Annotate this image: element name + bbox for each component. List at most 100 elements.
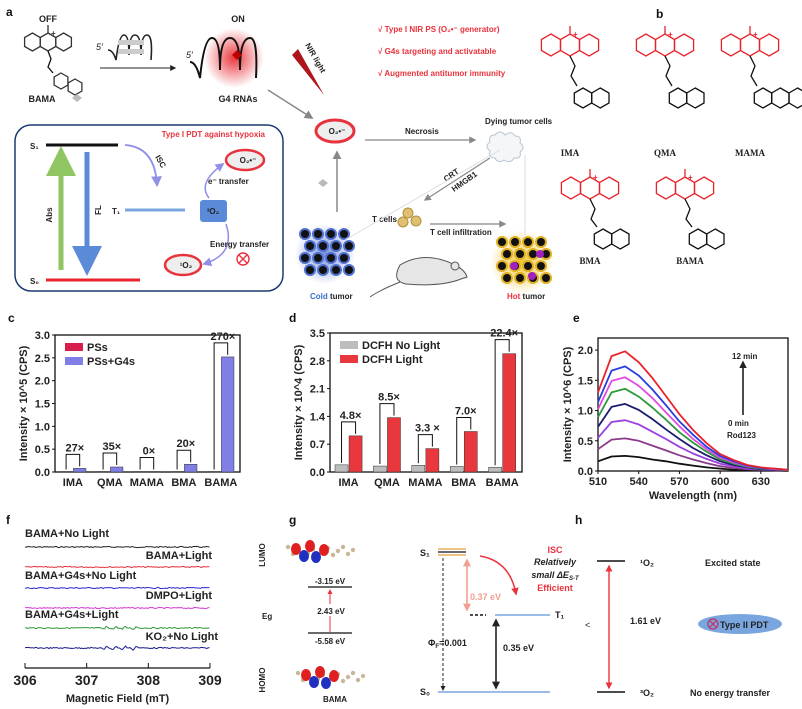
qma-aromatic-ring	[686, 87, 705, 109]
gap-energy: 2.43 eV	[317, 607, 345, 616]
superoxide-node-label: O₂•⁻	[329, 127, 346, 136]
superoxide-label: O₂•⁻	[240, 156, 257, 165]
orbital-lobe	[319, 544, 329, 556]
bama-ring	[693, 176, 715, 200]
x-tick-label: 540	[630, 476, 648, 488]
tumor-cell	[325, 252, 337, 264]
type2-blocked-icon	[707, 618, 719, 630]
y-tick-label: 3.5	[310, 328, 325, 340]
h-singlet-o2: ¹O₂	[640, 558, 654, 568]
mama-plus-sign: +	[753, 30, 758, 39]
fold-bracket	[213, 342, 229, 470]
y-tick-label: 1.5	[578, 375, 593, 387]
fold-bracket	[341, 421, 357, 463]
x-tick-label: 306	[13, 672, 37, 688]
x-tick-label: 309	[198, 672, 222, 688]
orbital-lobe	[311, 551, 321, 563]
triplet-oxygen-box	[200, 200, 227, 222]
fold-label: 270×	[210, 331, 235, 343]
panel-label-b: b	[656, 7, 663, 21]
epr-trace-4	[24, 625, 210, 631]
atom	[340, 678, 346, 684]
bullet-2: √ G4s targeting and activatable	[378, 47, 497, 56]
tumor-word: tumor	[328, 292, 353, 301]
tumor-cell	[299, 252, 311, 264]
s1-label: S₁	[30, 142, 39, 151]
bullet-3: √ Augmented antitumor immunity	[378, 69, 506, 78]
fold-label: 3.3 ×	[415, 423, 440, 435]
atom	[340, 544, 346, 550]
panel-label-d: d	[289, 311, 296, 325]
chart-f: 306 307 308 309 Magnetic Field (mT) BAMA+No L…	[13, 528, 222, 705]
t-cell-infiltration-label: T cell infiltration	[430, 228, 492, 237]
tumor-cell	[535, 236, 547, 248]
lumo-energy: -3.15 eV	[315, 577, 346, 586]
molecule-label-qma: QMA	[654, 148, 676, 158]
molecule-structure-qma: +	[635, 26, 705, 109]
atom	[345, 551, 351, 557]
orbital-lobe	[315, 666, 325, 678]
mama-aromatic-ring	[771, 87, 790, 109]
g4-rnas-label: G4 RNAs	[218, 94, 257, 104]
fold-bracket	[102, 452, 118, 470]
bama-aromatic-ring	[688, 228, 708, 250]
bama-label: BAMA	[29, 94, 56, 104]
type1-pdt-box	[14, 124, 284, 292]
g4-quadruplex-icon	[107, 34, 153, 61]
panel-label-a: a	[6, 5, 13, 19]
mama-methine-chain	[749, 55, 758, 87]
tumor-cell	[312, 228, 324, 240]
y-tick-label: 1.5	[35, 399, 50, 411]
bar-bama-1	[502, 353, 516, 473]
y-tick-label: 0.0	[35, 467, 50, 479]
molecule-label-mama: MAMA	[735, 148, 765, 158]
panel-label-h: h	[575, 513, 582, 527]
orbital-lobe	[291, 543, 301, 555]
necrosis-label: Necrosis	[405, 127, 439, 136]
t-cells-label: T cells	[372, 215, 397, 224]
epr-trace-5	[24, 645, 210, 652]
category-label: BAMA	[486, 477, 519, 489]
de-subscript: S-T	[569, 576, 580, 582]
type2-pdt-badge	[698, 614, 782, 634]
tumor-cell	[496, 260, 508, 272]
annotation-probe: Rod123	[727, 431, 756, 440]
bma-plus-sign: +	[593, 173, 598, 182]
eg-label: Eg	[262, 612, 272, 621]
blocked-icon	[236, 252, 250, 266]
x-tick-label: 307	[75, 672, 99, 688]
y-tick-label: 2.0	[35, 376, 50, 388]
fold-label: 0×	[143, 446, 156, 458]
bama-methine-chain	[684, 198, 693, 228]
off-label: OFF	[39, 14, 57, 24]
y-tick-label: 1.0	[578, 406, 593, 418]
e-transfer-label: e⁻ transfer	[208, 177, 249, 186]
tumor-cell	[304, 240, 316, 252]
g4-rna-glow-icon	[189, 28, 264, 88]
g-molecule-label: BAMA	[323, 695, 347, 704]
fold-label: 35×	[103, 441, 122, 453]
qma-aromatic-ring	[668, 87, 688, 109]
fold-bracket	[176, 449, 192, 470]
bar-bma-1	[463, 431, 478, 473]
trace-label: BAMA+G4s+Light	[25, 609, 119, 621]
y-tick-label: 2.1	[310, 384, 325, 396]
y-axis-label: Intensity × 10^5 (CPS)	[18, 345, 30, 461]
tumor-cell	[304, 264, 316, 276]
trace-label: DMPO+Light	[146, 590, 213, 602]
ima-methine-chain	[569, 55, 578, 87]
hot-word: Hot	[507, 292, 521, 301]
chart-c: 0.0 0.5 1.0 1.5 2.0 2.5 3.0 Intensity × 10^5 (C…	[18, 330, 241, 489]
trace-label: BAMA+G4s+No Light	[25, 570, 137, 582]
panel-b: b + + + + + IMA QMA MAMA BMA BAMA	[540, 7, 802, 266]
bar-ima-1	[73, 468, 87, 473]
annotation-bottom: 0 min	[728, 419, 749, 428]
homo-energy: -5.58 eV	[315, 637, 346, 646]
hot-tumor-icon	[490, 230, 554, 294]
bar-ima-0	[334, 464, 349, 473]
five-prime-label-on: 5′	[186, 50, 193, 60]
legend-label: DCFH No Light	[362, 340, 441, 352]
bar-qma-1	[110, 466, 124, 473]
atom	[360, 673, 366, 679]
nir-arrow	[267, 89, 314, 119]
